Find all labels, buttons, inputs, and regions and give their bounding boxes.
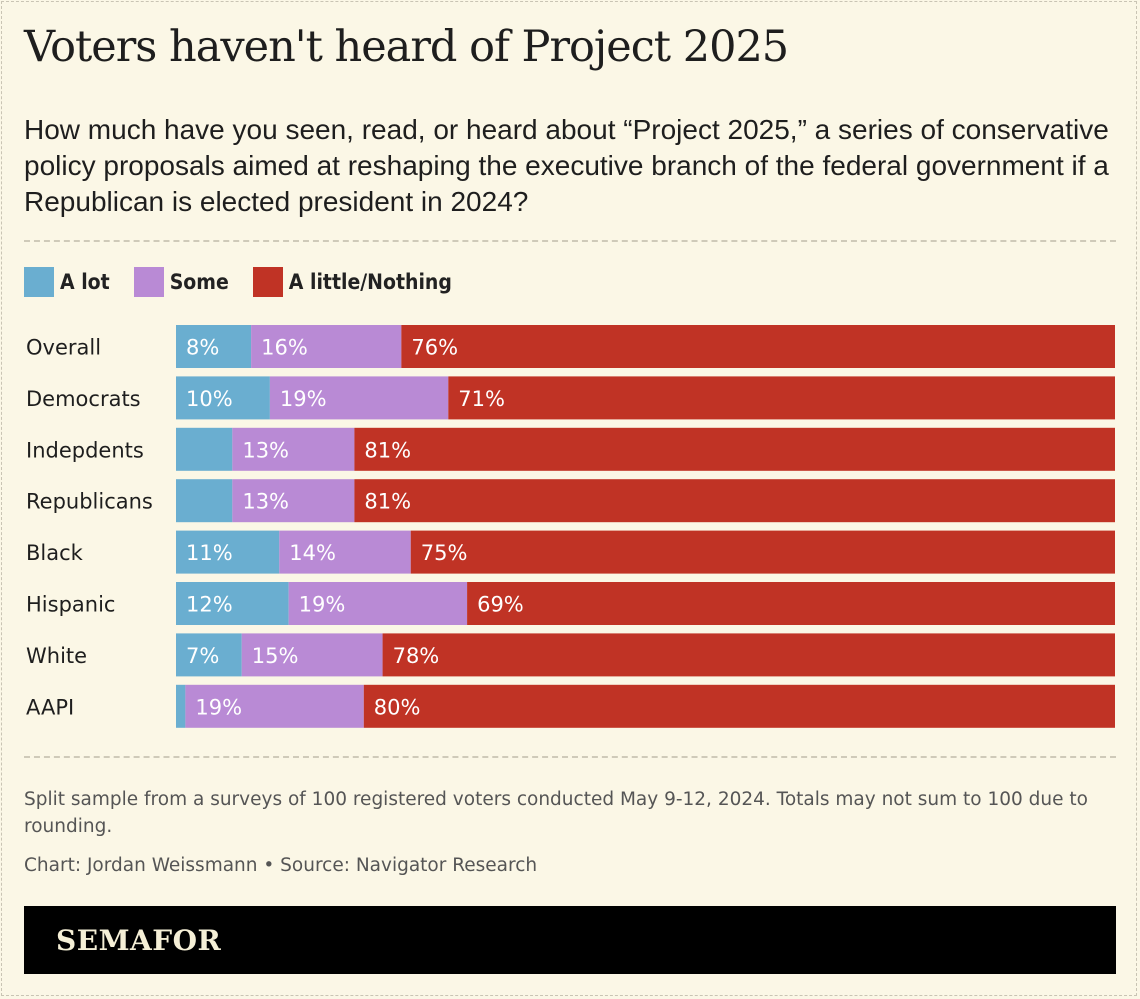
bar-hispanic-a-lot <box>176 582 289 625</box>
value-label-aapi-some: 19% <box>195 695 242 719</box>
value-label-white-some: 15% <box>252 644 299 668</box>
value-label-indepdents-some: 13% <box>242 438 289 462</box>
bar-hispanic-little <box>467 582 1116 625</box>
value-label-hispanic-a-lot: 12% <box>186 593 233 617</box>
bar-aapi-a-lot <box>176 684 186 728</box>
legend-label-some: Some <box>169 270 229 294</box>
bar-indepdents-some <box>232 427 355 471</box>
value-label-overall-some: 16% <box>261 336 308 360</box>
row-label-aapi: AAPI <box>26 695 74 719</box>
value-label-overall-a-lot: 8% <box>186 336 219 360</box>
value-label-democrats-some: 19% <box>280 387 327 411</box>
bar-aapi-little <box>363 684 1115 728</box>
row-label-white: White <box>26 644 87 668</box>
bar-democrats-little <box>448 376 1115 420</box>
source-credit: Chart: Jordan Weissmann • Source: Naviga… <box>24 855 538 876</box>
value-label-indepdents-little: 81% <box>364 438 411 462</box>
row-label-republicans: Republicans <box>26 490 153 514</box>
legend: A lot Some A little/Nothing <box>24 265 476 299</box>
bar-republicans-some <box>232 479 355 523</box>
bar-democrats-a-lot <box>176 376 270 420</box>
footnote: Split sample from a surveys of 100 regis… <box>24 789 1088 837</box>
value-label-overall-little: 76% <box>411 336 458 360</box>
legend-item-little: A little/Nothing <box>252 267 452 297</box>
legend-label-a-lot: A lot <box>60 270 110 294</box>
bar-black-a-lot <box>176 530 280 574</box>
semafor-logo: SEMAFOR <box>56 923 222 957</box>
bar-hispanic-some <box>288 582 468 625</box>
row-label-democrats: Democrats <box>26 387 141 411</box>
row-label-overall: Overall <box>26 336 101 360</box>
stacked-bar-chart: Overall 8% 16% 76% Democrats 10% 19% 71% Indepde… <box>26 325 1116 728</box>
row-label-black: Black <box>26 541 84 565</box>
value-label-hispanic-little: 69% <box>477 593 524 617</box>
bar-aapi-some <box>185 684 364 728</box>
legend-item-some: Some <box>133 267 229 297</box>
value-label-aapi-little: 80% <box>374 695 421 719</box>
divider-bottom <box>24 756 1116 758</box>
value-label-white-little: 78% <box>393 644 440 668</box>
value-label-republicans-some: 13% <box>242 490 289 514</box>
legend-item-a-lot: A lot <box>24 267 110 297</box>
bar-white-some <box>241 633 383 677</box>
chart-title: Voters haven't heard of Project 2025 <box>24 22 789 72</box>
brand-bar: SEMAFOR <box>24 906 1116 974</box>
row-label-indepdents: Indepdents <box>26 438 144 462</box>
row-label-hispanic: Hispanic <box>26 593 115 617</box>
legend-label-little: A little/Nothing <box>288 270 452 294</box>
value-label-black-little: 75% <box>421 541 468 565</box>
bar-republicans-a-lot <box>176 479 233 523</box>
bar-black-little <box>410 530 1115 574</box>
bar-republicans-little <box>354 479 1115 523</box>
legend-swatch-a-lot <box>24 267 54 297</box>
value-label-black-a-lot: 11% <box>186 541 233 565</box>
bar-democrats-some <box>269 376 449 420</box>
value-label-white-a-lot: 7% <box>186 644 219 668</box>
bar-white-a-lot <box>176 633 242 677</box>
bar-white-little <box>382 633 1116 677</box>
legend-swatch-little <box>252 267 283 297</box>
divider-top <box>24 240 1116 242</box>
bar-overall-a-lot <box>176 325 252 368</box>
value-label-republicans-little: 81% <box>364 490 411 514</box>
bar-overall-some <box>251 325 402 368</box>
bar-overall-little <box>401 325 1115 368</box>
bar-black-some <box>279 530 411 574</box>
legend-swatch-some <box>133 267 164 297</box>
value-label-democrats-little: 71% <box>458 387 505 411</box>
value-label-black-some: 14% <box>289 541 336 565</box>
value-label-democrats-a-lot: 10% <box>186 387 233 411</box>
chart-subtitle: How much have you seen, read, or heard a… <box>24 114 1109 217</box>
bar-indepdents-little <box>354 427 1115 471</box>
bar-indepdents-a-lot <box>176 427 233 471</box>
value-label-hispanic-some: 19% <box>299 593 346 617</box>
